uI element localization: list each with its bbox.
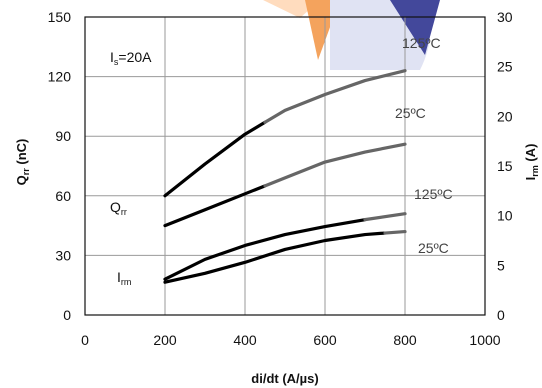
plot-frame bbox=[84, 16, 486, 316]
x-tick-label-800: 800 bbox=[393, 332, 417, 348]
y-right-tick-label-20: 20 bbox=[497, 108, 513, 124]
y-left-axis-label: Qrr (nC) bbox=[14, 139, 31, 186]
y-left-tick-label-30: 30 bbox=[55, 247, 71, 263]
x-tick-label-1000: 1000 bbox=[469, 332, 500, 348]
series-group bbox=[163, 69, 407, 284]
y-right-tick-label-15: 15 bbox=[497, 158, 513, 174]
y-left-tick-label-0: 0 bbox=[63, 307, 71, 323]
y-left-tick-label-90: 90 bbox=[55, 128, 71, 144]
qrr-curve-label: Qrr bbox=[110, 199, 127, 217]
grid bbox=[85, 17, 485, 315]
series-qrr-125c-line bbox=[163, 120, 267, 198]
series-irm-25c-line bbox=[163, 231, 387, 284]
y-left-tick-labels: 0 30 60 90 120 150 bbox=[48, 9, 72, 323]
x-tick-label-400: 400 bbox=[233, 332, 257, 348]
y-right-tick-label-25: 25 bbox=[497, 59, 513, 75]
y-right-tick-label-0: 0 bbox=[497, 307, 505, 323]
condition-annotation: Is=20A bbox=[110, 49, 152, 67]
series-qrr-25c-line bbox=[163, 184, 267, 228]
y-right-tick-label-30: 30 bbox=[497, 9, 513, 25]
series-qrr-25c-tail bbox=[263, 142, 407, 188]
x-axis-label: di/dt (A/µs) bbox=[251, 371, 318, 386]
irm-curve-label: Irm bbox=[117, 269, 131, 287]
series-irm-125c-tail bbox=[363, 212, 407, 222]
x-tick-label-200: 200 bbox=[153, 332, 177, 348]
plot-border bbox=[84, 16, 486, 316]
temp-label-irm-25: 25ºC bbox=[418, 240, 449, 256]
x-tick-labels: 0 200 400 600 800 1000 bbox=[81, 332, 501, 348]
y-right-tick-label-5: 5 bbox=[497, 257, 505, 273]
y-right-axis-label: Irm (A) bbox=[523, 144, 540, 181]
series-qrr-125c-tail bbox=[263, 69, 407, 124]
y-right-tick-label-10: 10 bbox=[497, 208, 513, 224]
y-right-tick-labels: 0 5 10 15 20 25 30 bbox=[497, 9, 513, 323]
temp-label-qrr-25: 25ºC bbox=[395, 105, 426, 121]
x-tick-label-600: 600 bbox=[313, 332, 337, 348]
temp-label-qrr-125: 125ºC bbox=[402, 35, 441, 51]
series-irm-25c-tail bbox=[383, 229, 407, 235]
y-left-tick-label-150: 150 bbox=[48, 9, 72, 25]
series-irm-125c-line bbox=[163, 218, 367, 281]
y-left-tick-label-120: 120 bbox=[48, 69, 72, 85]
x-tick-label-0: 0 bbox=[81, 332, 89, 348]
y-left-tick-label-60: 60 bbox=[55, 188, 71, 204]
temp-label-irm-125: 125ºC bbox=[414, 186, 453, 202]
